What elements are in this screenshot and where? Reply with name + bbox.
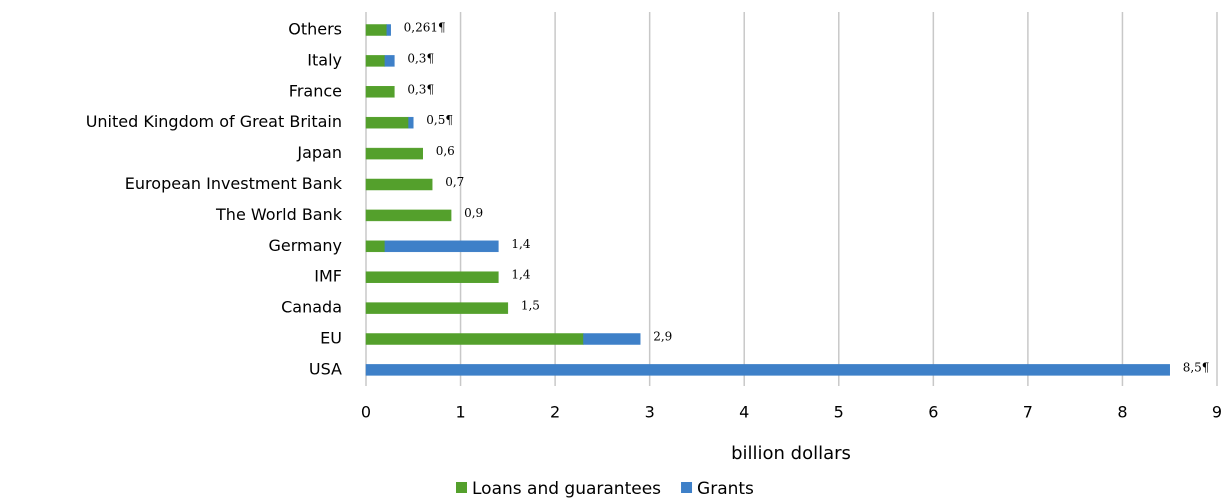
x-tick-label: 1: [455, 403, 465, 422]
legend-label: Loans and guarantees: [472, 479, 661, 498]
x-tick-label: 9: [1212, 403, 1222, 422]
x-tick-label: 3: [645, 403, 655, 422]
x-tick-label: 7: [1023, 403, 1033, 422]
total-label: 1,4: [511, 268, 530, 282]
total-label: 0,3¶: [407, 82, 434, 96]
bar-segment: [365, 209, 452, 222]
bar-segment: [386, 24, 391, 36]
y-tick-label: USA: [309, 359, 342, 378]
bar-segment: [365, 302, 509, 314]
bar-segment: [583, 333, 641, 345]
y-tick-label: Others: [288, 20, 342, 39]
bar-segment: [365, 178, 433, 191]
x-tick-label: 0: [361, 403, 371, 422]
y-tick-label: EU: [320, 329, 342, 348]
bar-segment: [365, 55, 386, 67]
x-tick-label: 2: [550, 403, 560, 422]
bar-segment: [365, 116, 409, 129]
legend-label: Grants: [697, 479, 754, 498]
y-tick-label: The World Bank: [215, 205, 343, 224]
bar-segment: [384, 240, 499, 253]
bar-segment: [365, 333, 584, 345]
total-label: 1,4: [511, 237, 530, 251]
x-tick-label: 4: [739, 403, 749, 422]
bar-segment: [384, 55, 395, 67]
total-label: 8,5¶: [1183, 360, 1210, 374]
y-tick-label: France: [289, 81, 342, 100]
total-label: 0,7: [445, 175, 464, 189]
bar-segment: [365, 271, 499, 283]
total-label: 0,9: [464, 206, 483, 220]
legend-swatch: [681, 482, 693, 493]
total-label: 0,3¶: [407, 51, 434, 65]
y-tick-label: IMF: [314, 267, 342, 286]
total-label: 1,5: [521, 299, 540, 313]
total-label: 2,9: [653, 330, 672, 344]
bar-segment: [365, 86, 395, 98]
total-label: 0,261¶: [404, 21, 446, 35]
x-tick-label: 8: [1117, 403, 1127, 422]
y-tick-label: Italy: [307, 50, 342, 69]
y-tick-label: Germany: [268, 236, 342, 255]
x-tick-label: 5: [834, 403, 844, 422]
y-tick-label: Canada: [281, 298, 342, 317]
y-tick-label: Japan: [296, 143, 342, 162]
legend-swatch: [456, 482, 467, 493]
x-axis-title: billion dollars: [731, 443, 851, 464]
x-tick-label: 6: [928, 403, 938, 422]
bar-segment: [365, 147, 423, 160]
total-label: 0,6: [436, 144, 455, 158]
bar-segment: [408, 116, 414, 129]
y-tick-label: European Investment Bank: [125, 174, 343, 193]
bar-segment: [365, 24, 388, 36]
bar-segment: [365, 240, 386, 253]
y-tick-label: United Kingdom of Great Britain: [86, 112, 342, 131]
total-label: 0,5¶: [426, 113, 453, 127]
bar-segment: [365, 364, 1170, 376]
